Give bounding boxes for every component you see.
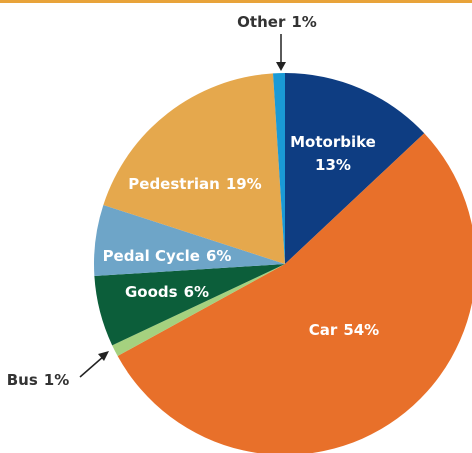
label-name: Pedal Cycle xyxy=(103,247,200,265)
slice xyxy=(103,73,285,264)
labels: Motorbike 13%Car 54%Bus 1%Goods 6%Pedal Cycl… xyxy=(7,13,379,389)
callout-arrow xyxy=(79,355,105,378)
label-value: 13% xyxy=(315,156,351,174)
slice xyxy=(93,204,285,276)
slice-label: Other 1% xyxy=(237,13,317,31)
slice xyxy=(285,73,425,264)
slice xyxy=(94,264,285,346)
slice-label: Bus 1% xyxy=(7,371,70,389)
label-name: Car xyxy=(309,321,338,339)
slice xyxy=(273,73,285,264)
arrowhead xyxy=(98,351,109,361)
label-name: Pedestrian xyxy=(128,175,220,193)
pie xyxy=(93,73,472,453)
label-value: 1% xyxy=(44,371,69,389)
label-name: Other xyxy=(237,13,286,31)
slice xyxy=(112,264,285,357)
top-rule xyxy=(0,0,472,3)
label-value: 1% xyxy=(291,13,316,31)
slice-label: Car 54% xyxy=(309,321,379,339)
slice xyxy=(117,133,472,453)
slice-label: Pedestrian 19% xyxy=(128,175,261,193)
label-name: Motorbike xyxy=(290,133,376,151)
label-name: Bus xyxy=(7,371,38,389)
arrowhead xyxy=(276,62,286,71)
label-value: 54% xyxy=(343,321,379,339)
label-value: 19% xyxy=(226,175,262,193)
label-name: Goods xyxy=(125,283,178,301)
slice-label: Pedal Cycle 6% xyxy=(103,247,232,265)
label-value: 6% xyxy=(184,283,209,301)
label-value: 6% xyxy=(206,247,231,265)
slice-label: Motorbike 13% xyxy=(290,133,376,174)
slice-label: Goods 6% xyxy=(125,283,209,301)
